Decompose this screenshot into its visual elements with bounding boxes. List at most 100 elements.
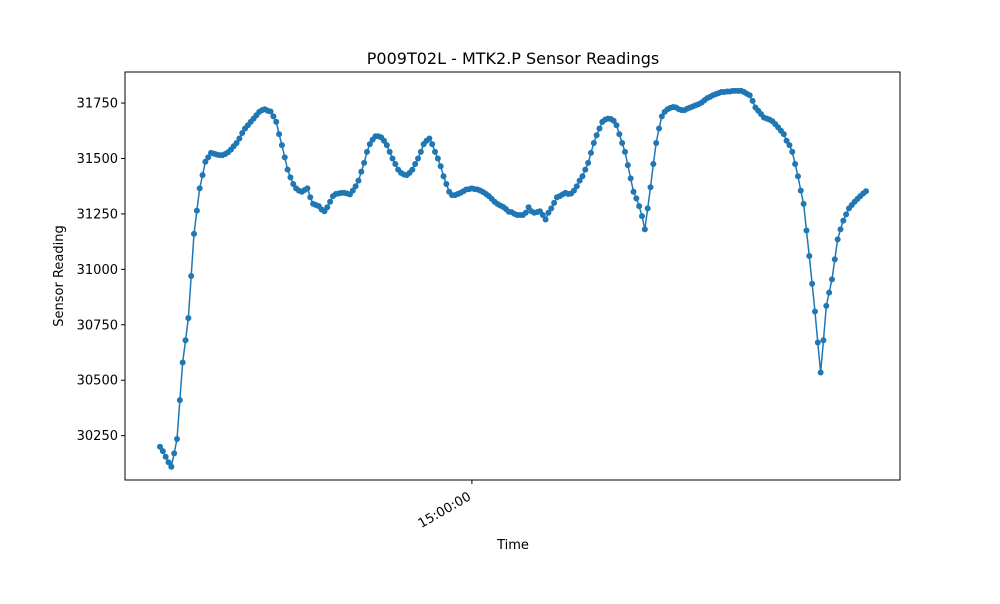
data-point	[616, 131, 623, 138]
data-point	[627, 175, 634, 182]
data-point	[630, 188, 637, 195]
data-point	[437, 163, 444, 170]
data-point	[834, 236, 841, 243]
data-point	[191, 230, 198, 237]
data-point	[361, 159, 368, 166]
data-point	[432, 148, 439, 155]
data-point	[236, 135, 243, 142]
data-point	[366, 141, 373, 148]
data-point	[843, 211, 850, 218]
data-point	[392, 161, 399, 168]
data-point	[809, 280, 816, 287]
plot-area: 3025030500307503100031250315003175015:00…	[77, 87, 869, 532]
data-point	[573, 183, 580, 190]
data-point	[826, 289, 833, 296]
data-point	[193, 207, 200, 214]
data-point	[800, 200, 807, 207]
y-axis-label: Sensor Reading	[52, 225, 67, 326]
data-point	[233, 139, 240, 146]
data-point	[636, 203, 643, 210]
data-point	[786, 142, 793, 149]
data-point	[658, 113, 665, 120]
data-point	[429, 141, 436, 148]
data-point	[582, 166, 589, 173]
data-point	[522, 209, 529, 216]
data-point	[585, 159, 592, 166]
data-point	[440, 173, 447, 180]
data-point	[814, 339, 821, 346]
data-point	[653, 139, 660, 146]
data-point	[619, 139, 626, 146]
data-point	[273, 118, 280, 125]
data-point	[415, 155, 422, 162]
data-point	[205, 154, 212, 161]
data-point	[831, 256, 838, 263]
data-point	[644, 205, 651, 212]
data-point	[539, 212, 546, 219]
data-point	[863, 188, 869, 195]
data-point	[412, 161, 419, 168]
data-point	[389, 155, 396, 162]
data-point	[168, 463, 175, 470]
data-point	[794, 173, 801, 180]
data-point	[386, 148, 393, 155]
data-point	[363, 148, 370, 155]
data-point	[797, 187, 804, 194]
data-point	[324, 204, 331, 211]
data-point	[267, 108, 274, 115]
data-point	[789, 148, 796, 155]
data-point	[202, 158, 209, 165]
data-point	[650, 161, 657, 168]
y-tick-label: 31750	[77, 97, 118, 112]
x-axis-label: Time	[496, 538, 529, 553]
data-point	[290, 180, 297, 187]
data-point	[179, 359, 186, 366]
data-point	[349, 187, 356, 194]
data-point	[551, 199, 558, 206]
data-point	[426, 135, 433, 142]
y-tick-label: 31000	[77, 263, 118, 278]
y-tick-label: 30750	[77, 318, 118, 333]
data-point	[596, 125, 603, 132]
data-point	[840, 217, 847, 224]
data-point	[792, 161, 799, 168]
data-point	[610, 117, 617, 124]
data-point	[576, 177, 583, 184]
y-tick-label: 30250	[77, 429, 118, 444]
data-point	[783, 137, 790, 144]
data-point	[656, 125, 663, 132]
data-point	[590, 139, 597, 146]
data-point	[287, 174, 294, 181]
data-point	[587, 149, 594, 156]
chart-title: P009T02L - MTK2.P Sensor Readings	[367, 49, 659, 68]
data-point	[270, 113, 277, 120]
data-point	[185, 315, 192, 322]
data-point	[157, 443, 163, 450]
data-point	[284, 166, 291, 173]
data-point	[174, 435, 181, 442]
data-point	[828, 276, 835, 283]
data-point	[182, 337, 189, 344]
data-point	[278, 142, 285, 149]
data-point	[817, 369, 824, 376]
data-point	[746, 92, 753, 99]
data-point	[383, 142, 390, 149]
data-point	[358, 168, 365, 175]
data-point	[647, 184, 654, 191]
y-tick-label: 31500	[77, 152, 118, 167]
data-point	[613, 122, 620, 129]
data-point	[188, 273, 195, 279]
data-point	[820, 337, 827, 344]
data-point	[570, 187, 577, 194]
data-point	[281, 154, 288, 161]
data-point	[307, 194, 314, 201]
data-point	[545, 209, 552, 216]
data-point	[327, 198, 334, 205]
data-point	[276, 131, 283, 138]
data-point	[542, 216, 549, 223]
data-point	[409, 166, 416, 173]
data-point	[199, 172, 206, 179]
data-point	[624, 162, 631, 169]
